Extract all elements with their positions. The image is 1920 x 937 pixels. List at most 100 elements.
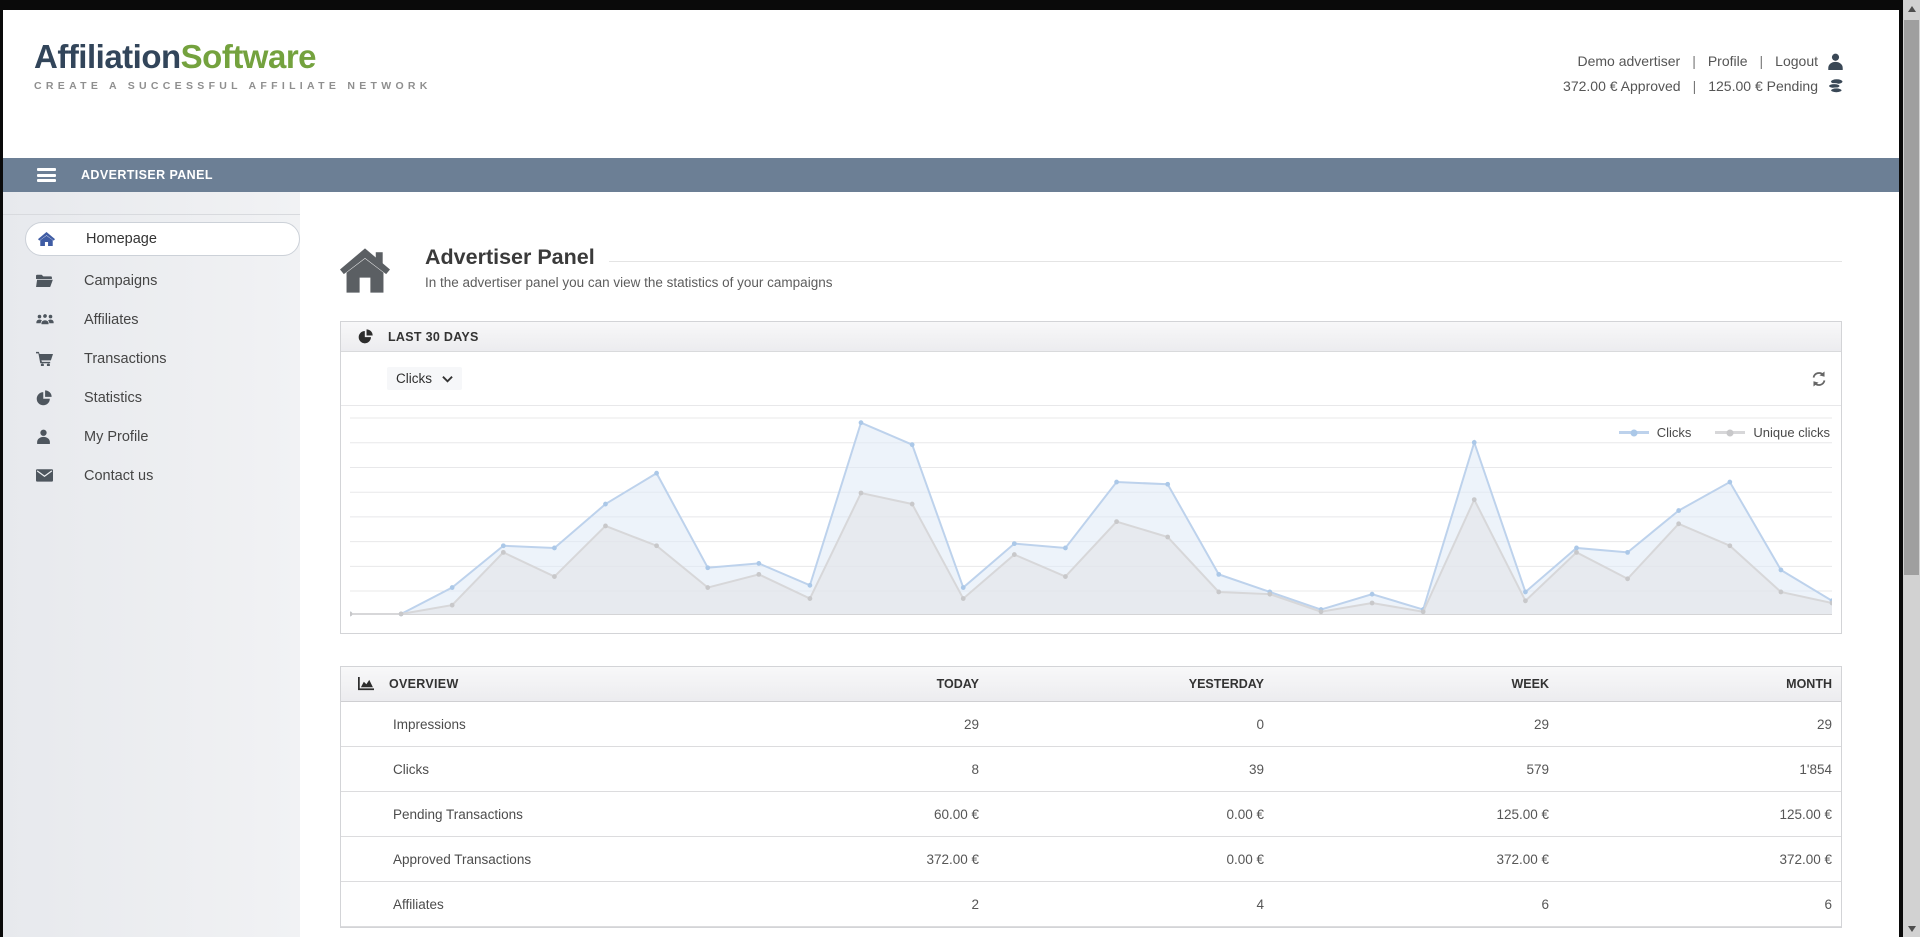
unique-clicks-point	[1778, 589, 1784, 595]
cell-today: 8	[971, 761, 979, 777]
logo: AffiliationSoftware CREATE A SUCCESSFUL …	[34, 38, 432, 92]
logo-secondary: Software	[180, 38, 317, 75]
scroll-up-arrow[interactable]	[1903, 0, 1920, 17]
clicks-point	[1369, 591, 1375, 597]
cell-week: 29	[1533, 716, 1549, 732]
unique-clicks-point	[1420, 609, 1426, 615]
unique-clicks-point	[960, 596, 966, 602]
unique-clicks-point	[1011, 552, 1017, 557]
cell-yesterday: 0.00 €	[1226, 806, 1264, 822]
sidebar-item-label: Transactions	[84, 350, 167, 367]
cell-today: 2	[971, 896, 979, 912]
page-title: Advertiser Panel	[425, 245, 595, 269]
clicks-point	[1574, 545, 1579, 551]
cell-week: 372.00 €	[1496, 851, 1549, 867]
sidebar-item-label: Affiliates	[84, 311, 139, 328]
cell-month: 125.00 €	[1779, 806, 1832, 822]
chart-legend: Clicks Unique clicks	[1618, 425, 1830, 440]
legend-label: Clicks	[1656, 425, 1692, 440]
navbar-title: ADVERTISER PANEL	[81, 168, 213, 182]
refresh-icon[interactable]	[1811, 370, 1827, 387]
user-menu-profile[interactable]: Profile	[1707, 53, 1748, 69]
cell-today: 372.00 €	[926, 851, 979, 867]
sidebar-item-label: Campaigns	[84, 272, 158, 289]
unique-clicks-point	[1727, 543, 1733, 549]
clicks-point	[858, 420, 864, 426]
cell-yesterday: 4	[1256, 896, 1264, 912]
unique-clicks-point	[1369, 600, 1375, 606]
sidebar-item-homepage[interactable]: Homepage	[25, 222, 300, 256]
sidebar-item-contact-us[interactable]: Contact us	[3, 456, 300, 495]
cell-yesterday: 0	[1256, 716, 1264, 732]
menu-icon[interactable]	[37, 168, 56, 182]
sidebar-item-label: Homepage	[86, 231, 157, 247]
unique-clicks-point	[1165, 534, 1171, 540]
cell-yesterday: 39	[1248, 761, 1264, 777]
legend-clicks[interactable]: Clicks	[1618, 425, 1692, 440]
row-label: Pending Transactions	[393, 806, 523, 822]
row-label: Approved Transactions	[393, 851, 532, 867]
coins-icon	[1827, 79, 1844, 93]
unique-clicks-swatch	[1715, 429, 1746, 436]
table-row-approved-transactions: Approved Transactions 372.00 € 0.00 € 372.0…	[341, 837, 1841, 882]
sidebar-item-campaigns[interactable]: Campaigns	[3, 261, 300, 300]
separator: |	[1692, 78, 1697, 94]
sidebar-item-statistics[interactable]: Statistics	[3, 378, 300, 417]
title-rule	[608, 261, 1842, 262]
clicks-point	[500, 543, 506, 549]
overview-table: Impressions 29 0 29 29 Clicks 8 39 579 1'854 Pendi…	[341, 702, 1841, 927]
unique-clicks-point	[1063, 574, 1068, 580]
sidebar-item-label: Contact us	[84, 467, 154, 484]
cell-week: 6	[1541, 896, 1549, 912]
scroll-down-arrow[interactable]	[1903, 920, 1920, 937]
column-header-today: TODAY	[936, 677, 979, 691]
envelope-icon	[36, 469, 62, 482]
clicks-point	[1778, 567, 1784, 573]
table-row-affiliates: Affiliates 2 4 6 6	[341, 882, 1841, 927]
unique-clicks-point	[500, 549, 506, 555]
overview-header: OVERVIEW TODAY YESTERDAY WEEK MONTH	[341, 667, 1841, 702]
separator: |	[1692, 53, 1696, 69]
unique-clicks-point	[909, 501, 915, 507]
sidebar-item-transactions[interactable]: Transactions	[3, 339, 300, 378]
row-label: Affiliates	[393, 896, 444, 912]
unique-clicks-point	[552, 574, 557, 580]
sidebar-item-affiliates[interactable]: Affiliates	[3, 300, 300, 339]
scrollbar[interactable]	[1903, 0, 1920, 937]
legend-unique-clicks[interactable]: Unique clicks	[1715, 425, 1830, 440]
table-row-impressions: Impressions 29 0 29 29	[341, 702, 1841, 747]
user-menu-demo-advertiser[interactable]: Demo advertiser	[1577, 53, 1681, 69]
user-menu-logout[interactable]: Logout	[1775, 53, 1818, 69]
pie-chart-icon	[358, 329, 373, 344]
unique-clicks-point	[1267, 591, 1273, 597]
sidebar: Homepage Campaigns Affiliates Transactions S…	[3, 192, 300, 937]
unique-clicks-point	[1625, 576, 1630, 582]
last-30-days-panel: LAST 30 DAYS Clicks	[340, 321, 1842, 634]
main-layout: Homepage Campaigns Affiliates Transactions S…	[3, 192, 1899, 937]
user-icon	[36, 429, 62, 444]
unique-clicks-point	[654, 543, 659, 549]
separator: |	[1759, 53, 1764, 69]
pie-chart-icon	[36, 389, 62, 406]
scrollbar-thumb[interactable]	[1904, 20, 1919, 575]
balance-row: 372.00 € Approved | 125.00 € Pending	[1563, 75, 1844, 97]
clicks-point	[960, 585, 966, 590]
page-subtitle: In the advertiser panel you can view the…	[425, 275, 833, 290]
clicks-point	[552, 545, 557, 551]
unique-clicks-point	[756, 571, 762, 577]
overview-panel: OVERVIEW TODAY YESTERDAY WEEK MONTH Impress…	[340, 666, 1842, 928]
sidebar-item-my-profile[interactable]: My Profile	[3, 417, 300, 456]
clicks-point	[1011, 541, 1017, 547]
clicks-point	[756, 561, 762, 566]
navbar: ADVERTISER PANEL	[3, 158, 1899, 192]
unique-clicks-point	[1574, 549, 1579, 555]
metric-select[interactable]: Clicks	[387, 367, 462, 390]
clicks-point	[1114, 479, 1119, 485]
logo-primary: Affiliation	[34, 38, 181, 75]
unique-clicks-point	[1318, 609, 1324, 615]
cell-month: 1'854	[1799, 761, 1832, 777]
user-menu: Demo advertiser | Profile | Logout	[1563, 50, 1844, 72]
cell-week: 579	[1526, 761, 1549, 777]
column-header-month: MONTH	[1786, 677, 1832, 691]
